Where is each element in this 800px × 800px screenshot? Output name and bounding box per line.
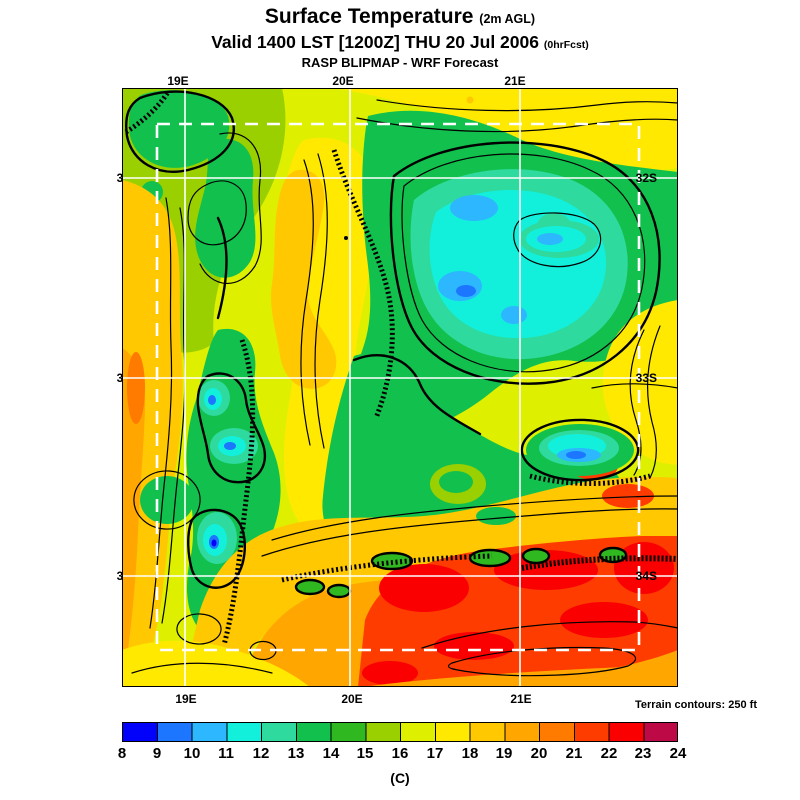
colorbar-cell [365,722,401,742]
model-name-line: RASP BLIPMAP - WRF Forecast [301,55,499,70]
page-title: Surface Temperature [264,5,474,28]
valid-time: Valid 1400 LST [1200Z] THU 20 Jul 2006 [211,32,539,52]
lat-lon-graticule [122,88,678,687]
colorbar-tick-19: 19 [495,745,513,762]
colorbar-tick-24: 24 [669,745,687,762]
forecast-hour-note: (0hrFcst) [543,39,589,51]
colorbar-cell [573,722,610,742]
temperature-field [122,88,678,687]
colorbar-cell [400,722,436,742]
colorbar-tick-18: 18 [461,745,479,762]
colorbar-tick-21: 21 [565,745,583,762]
colorbar-cell [539,722,575,742]
colorbar-cell [261,722,297,742]
colorbar-cell [643,722,678,742]
colorbar-tick-16: 16 [391,745,409,762]
valid-time-line: Valid 1400 LST [1200Z] THU 20 Jul 2006 (… [0,32,800,53]
temperature-map-svg: 32S 33S 34S [122,88,678,687]
cold-pool-southeast [526,424,634,476]
colorbar-tick-15: 15 [356,745,374,762]
y-tick-right-34s: 34S [636,569,657,583]
y-tick-right-33s: 33S [636,371,657,385]
colorbar-svg [122,722,678,742]
valley-green-islands [430,464,516,525]
colorbar-tick-20: 20 [530,745,548,762]
x-tick-bottom-21e: 21E [510,692,532,706]
colorbar-cell [122,722,158,742]
colorbar-cell [226,722,262,742]
colorbar-cell [469,722,506,742]
colorbar-cells [122,722,678,742]
forecast-map: 32S 33S 34S [122,88,678,687]
temperature-colorbar [122,722,678,742]
colorbar-tick-17: 17 [426,745,444,762]
colorbar-tick-10: 10 [183,745,201,762]
page-title-note: (2m AGL) [479,12,536,26]
location-marker-dot [344,236,348,240]
terrain-contours [124,90,678,677]
cold-pools-west-chain [197,380,258,564]
colorbar-tick-22: 22 [600,745,618,762]
x-tick-top-20e: 20E [332,74,354,88]
colorbar-tick-13: 13 [287,745,305,762]
colorbar-cell [156,722,193,742]
colorbar-tick-12: 12 [252,745,270,762]
cold-pool-right [519,220,599,258]
colorbar-tick-8: 8 [117,745,127,762]
colorbar-cell [330,722,367,742]
map-border [122,88,678,687]
x-tick-top-19e: 19E [167,74,189,88]
x-tick-bottom-19e: 19E [175,692,197,706]
x-tick-bottom-20e: 20E [341,692,363,706]
terrain-contour-note: Terrain contours: 250 ft [634,699,757,711]
colorbar-unit-label: (C) [390,770,410,786]
colorbar-tick-23: 23 [634,745,652,762]
colorbar-cell [295,722,332,742]
colorbar-tick-11: 11 [218,745,234,762]
colorbar-tick-14: 14 [322,745,340,762]
map-right-latitude-labels: 32S 33S 34S [636,171,657,583]
colorbar-cell [191,722,228,742]
colorbar-cell [608,722,645,742]
y-tick-right-32s: 32S [636,171,657,185]
page-title-line: Surface Temperature (2m AGL) [0,5,800,29]
colorbar-tick-9: 9 [152,745,162,762]
x-tick-top-21e: 21E [504,74,526,88]
colorbar-cell [434,722,471,742]
colorbar-cell [504,722,540,742]
